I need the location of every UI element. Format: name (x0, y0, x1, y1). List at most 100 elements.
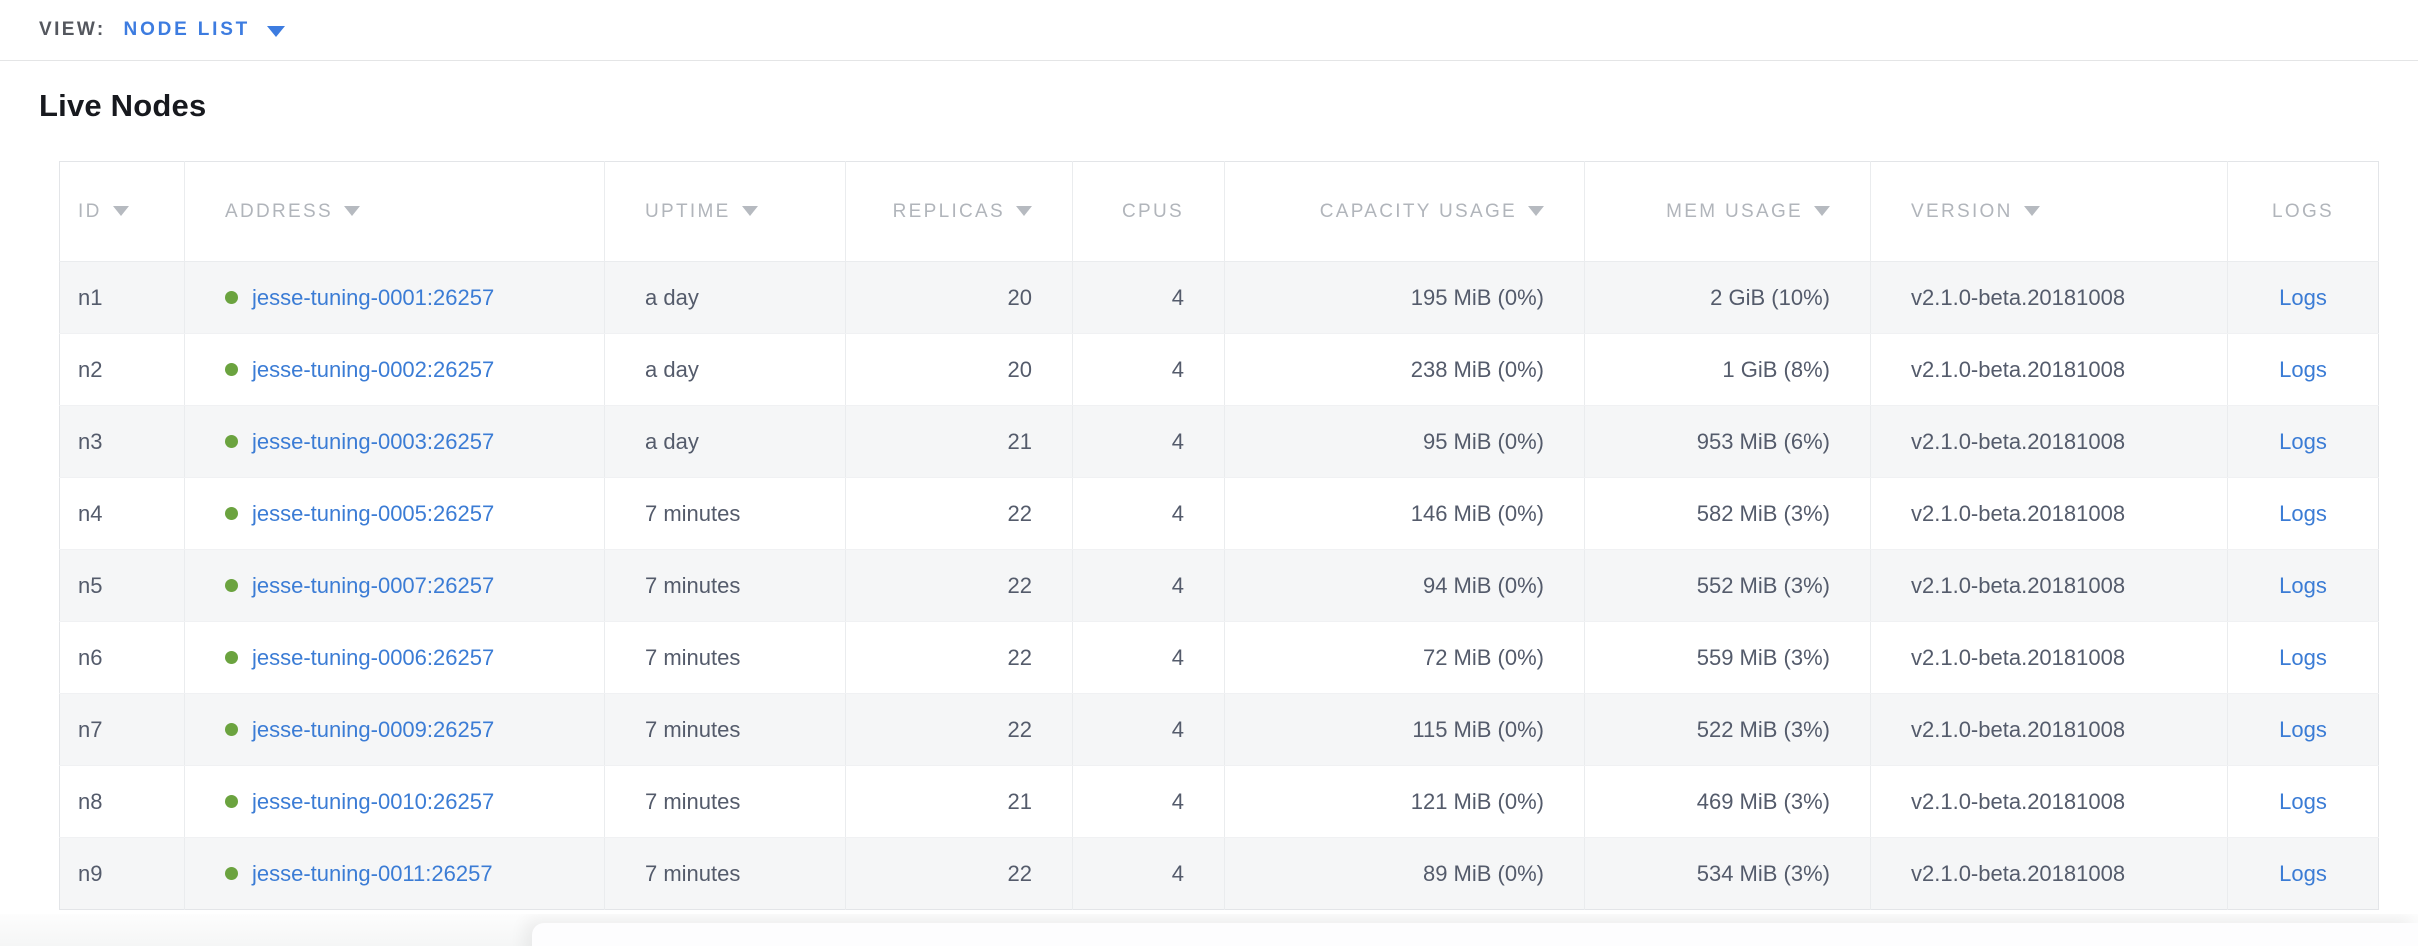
cell-cpus: 4 (1072, 837, 1225, 910)
column-header-mem[interactable]: MEM USAGE (1584, 161, 1871, 262)
cell-capacity: 195 MiB (0%) (1224, 261, 1585, 334)
table-body: n1 jesse-tuning-0001:26257 a day 20 4 195 MiB… (59, 261, 2379, 910)
view-selector-dropdown[interactable]: NODE LIST (124, 19, 286, 41)
sort-desc-icon (741, 205, 758, 216)
cell-version: v2.1.0-beta.20181008 (1870, 765, 2228, 838)
cell-mem: 2 GiB (10%) (1584, 261, 1871, 334)
cell-logs: Logs (2227, 693, 2379, 766)
address-link[interactable]: jesse-tuning-0010:26257 (252, 788, 495, 814)
node-live-status-dot-icon (225, 290, 238, 304)
logs-link[interactable]: Logs (2279, 716, 2327, 742)
address-link[interactable]: jesse-tuning-0006:26257 (252, 644, 495, 670)
view-selector-value: NODE LIST (123, 19, 251, 40)
column-label-replicas: REPLICAS (892, 200, 1005, 222)
logs-link[interactable]: Logs (2279, 644, 2327, 670)
sort-desc-icon (1814, 205, 1830, 216)
cell-capacity: 89 MiB (0%) (1224, 837, 1585, 910)
column-header-uptime[interactable]: UPTIME (604, 161, 846, 262)
cell-capacity: 95 MiB (0%) (1224, 405, 1585, 478)
live-nodes-table: ID ADDRESS UPTIME REPLICAS CPUS CAPACITY USAG… (59, 161, 2379, 910)
cell-replicas: 21 (845, 405, 1073, 478)
node-live-status-dot-icon (225, 578, 238, 592)
cell-cpus: 4 (1072, 765, 1225, 838)
cell-mem: 953 MiB (6%) (1584, 405, 1871, 478)
column-header-id[interactable]: ID (59, 161, 185, 262)
table-row-n4: n4 jesse-tuning-0005:26257 7 minutes 22 4 146… (59, 477, 2379, 550)
column-header-replicas[interactable]: REPLICAS (845, 161, 1073, 262)
table-row-n8: n8 jesse-tuning-0010:26257 7 minutes 21 4 121… (59, 765, 2379, 838)
cell-mem: 1 GiB (8%) (1584, 333, 1871, 406)
cell-uptime: a day (604, 261, 846, 334)
cell-version: v2.1.0-beta.20181008 (1870, 621, 2228, 694)
address-link[interactable]: jesse-tuning-0007:26257 (252, 572, 495, 598)
table-row-n2: n2 jesse-tuning-0002:26257 a day 20 4 238 MiB… (59, 333, 2379, 406)
cell-cpus: 4 (1072, 693, 1225, 766)
cell-uptime: 7 minutes (604, 477, 846, 550)
address-link[interactable]: jesse-tuning-0003:26257 (252, 428, 495, 454)
column-header-address[interactable]: ADDRESS (184, 161, 605, 262)
cell-capacity: 94 MiB (0%) (1224, 549, 1585, 622)
cell-version: v2.1.0-beta.20181008 (1870, 333, 2228, 406)
cell-id: n2 (59, 333, 185, 406)
cell-cpus: 4 (1072, 405, 1225, 478)
logs-link[interactable]: Logs (2279, 284, 2327, 310)
cell-capacity: 238 MiB (0%) (1224, 333, 1585, 406)
column-header-version[interactable]: VERSION (1870, 161, 2228, 262)
cell-logs: Logs (2227, 621, 2379, 694)
cell-replicas: 22 (845, 477, 1073, 550)
caret-down-icon (267, 25, 286, 37)
node-live-status-dot-icon (225, 866, 238, 880)
cell-version: v2.1.0-beta.20181008 (1870, 405, 2228, 478)
node-live-status-dot-icon (225, 794, 238, 808)
sort-desc-icon (1016, 205, 1032, 216)
cell-logs: Logs (2227, 765, 2379, 838)
page-title: Live Nodes (39, 88, 207, 123)
cell-address: jesse-tuning-0007:26257 (184, 549, 605, 622)
column-label-id: ID (78, 200, 102, 222)
next-section-card-corner (532, 923, 2418, 946)
cell-id: n3 (59, 405, 185, 478)
cell-logs: Logs (2227, 549, 2379, 622)
logs-link[interactable]: Logs (2279, 500, 2327, 526)
cell-mem: 552 MiB (3%) (1584, 549, 1871, 622)
cell-version: v2.1.0-beta.20181008 (1870, 261, 2228, 334)
sort-desc-icon (343, 205, 360, 216)
cell-address: jesse-tuning-0001:26257 (184, 261, 605, 334)
cell-logs: Logs (2227, 405, 2379, 478)
node-live-status-dot-icon (225, 434, 238, 448)
node-live-status-dot-icon (225, 506, 238, 520)
cell-address: jesse-tuning-0009:26257 (184, 693, 605, 766)
cell-replicas: 20 (845, 261, 1073, 334)
cell-replicas: 20 (845, 333, 1073, 406)
logs-link[interactable]: Logs (2279, 572, 2327, 598)
cell-uptime: 7 minutes (604, 621, 846, 694)
table-row-n6: n6 jesse-tuning-0006:26257 7 minutes 22 4 72 … (59, 621, 2379, 694)
address-link[interactable]: jesse-tuning-0011:26257 (252, 860, 493, 886)
cell-uptime: 7 minutes (604, 693, 846, 766)
column-label-cpus: CPUS (1122, 200, 1184, 222)
address-link[interactable]: jesse-tuning-0002:26257 (252, 356, 495, 382)
cell-id: n4 (59, 477, 185, 550)
column-label-logs: LOGS (2272, 200, 2334, 222)
cell-logs: Logs (2227, 261, 2379, 334)
cell-mem: 534 MiB (3%) (1584, 837, 1871, 910)
node-live-status-dot-icon (225, 650, 238, 664)
logs-link[interactable]: Logs (2279, 428, 2327, 454)
logs-link[interactable]: Logs (2279, 788, 2327, 814)
cell-address: jesse-tuning-0002:26257 (184, 333, 605, 406)
address-link[interactable]: jesse-tuning-0009:26257 (252, 716, 495, 742)
column-header-logs: LOGS (2227, 161, 2379, 262)
cell-logs: Logs (2227, 333, 2379, 406)
cell-logs: Logs (2227, 837, 2379, 910)
address-link[interactable]: jesse-tuning-0005:26257 (252, 500, 495, 526)
column-header-cpus: CPUS (1072, 161, 1225, 262)
logs-link[interactable]: Logs (2279, 356, 2327, 382)
cell-cpus: 4 (1072, 549, 1225, 622)
column-header-capacity[interactable]: CAPACITY USAGE (1224, 161, 1585, 262)
sort-desc-icon (1528, 205, 1544, 216)
cell-cpus: 4 (1072, 621, 1225, 694)
cell-uptime: 7 minutes (604, 837, 846, 910)
address-link[interactable]: jesse-tuning-0001:26257 (252, 284, 495, 310)
cell-version: v2.1.0-beta.20181008 (1870, 837, 2228, 910)
logs-link[interactable]: Logs (2279, 860, 2327, 886)
